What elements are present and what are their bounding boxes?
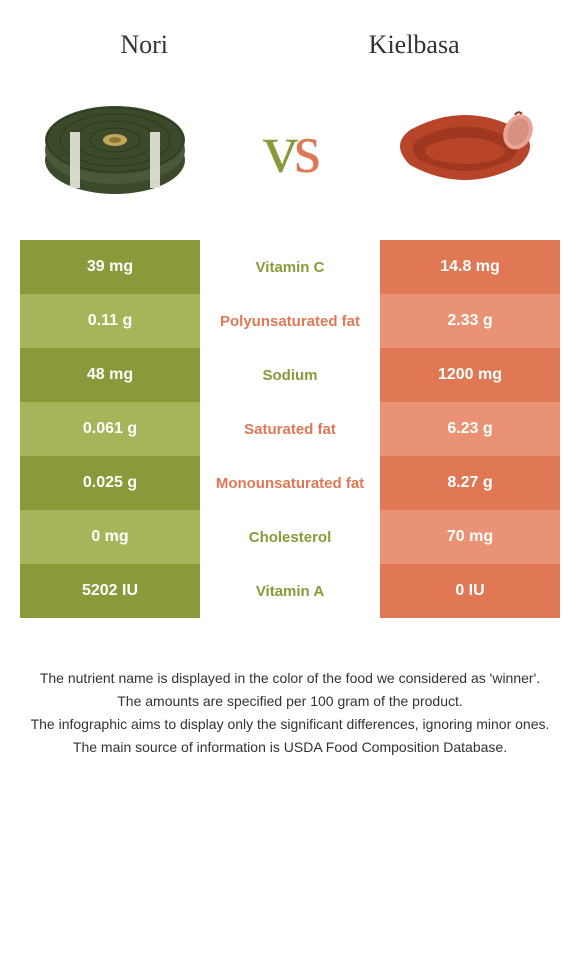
right-food-title: Kielbasa [369, 30, 460, 60]
left-value-cell: 0.061 g [20, 402, 200, 456]
left-value-cell: 48 mg [20, 348, 200, 402]
nutrient-name-cell: Saturated fat [200, 402, 380, 456]
kielbasa-image [380, 90, 550, 210]
right-value-cell: 8.27 g [380, 456, 560, 510]
nutrient-name-cell: Cholesterol [200, 510, 380, 564]
nutrient-name-cell: Vitamin C [200, 240, 380, 294]
right-value-cell: 0 IU [380, 564, 560, 618]
table-row: 0.11 gPolyunsaturated fat2.33 g [20, 294, 560, 348]
table-row: 48 mgSodium1200 mg [20, 348, 560, 402]
right-value-cell: 14.8 mg [380, 240, 560, 294]
nutrient-name-cell: Polyunsaturated fat [200, 294, 380, 348]
nori-image [30, 90, 200, 210]
left-value-cell: 5202 IU [20, 564, 200, 618]
nutrient-name-cell: Sodium [200, 348, 380, 402]
left-food-title: Nori [120, 30, 168, 60]
images-row: vs [0, 70, 580, 240]
left-value-cell: 0.11 g [20, 294, 200, 348]
table-row: 39 mgVitamin C14.8 mg [20, 240, 560, 294]
table-row: 0.061 gSaturated fat6.23 g [20, 402, 560, 456]
header-row: Nori Kielbasa [0, 0, 580, 70]
table-row: 5202 IUVitamin A0 IU [20, 564, 560, 618]
left-value-cell: 0 mg [20, 510, 200, 564]
comparison-table: 39 mgVitamin C14.8 mg0.11 gPolyunsaturat… [20, 240, 560, 618]
footer-line-2: The amounts are specified per 100 gram o… [20, 691, 560, 712]
footer-notes: The nutrient name is displayed in the co… [0, 618, 580, 758]
right-value-cell: 2.33 g [380, 294, 560, 348]
left-value-cell: 39 mg [20, 240, 200, 294]
table-row: 0 mgCholesterol70 mg [20, 510, 560, 564]
table-row: 0.025 gMonounsaturated fat8.27 g [20, 456, 560, 510]
vs-v-letter: v [263, 111, 294, 188]
left-value-cell: 0.025 g [20, 456, 200, 510]
footer-line-3: The infographic aims to display only the… [20, 714, 560, 735]
vs-label: vs [263, 110, 317, 190]
vs-s-letter: s [294, 111, 317, 188]
right-value-cell: 70 mg [380, 510, 560, 564]
right-value-cell: 6.23 g [380, 402, 560, 456]
footer-line-4: The main source of information is USDA F… [20, 737, 560, 758]
nutrient-name-cell: Monounsaturated fat [200, 456, 380, 510]
right-value-cell: 1200 mg [380, 348, 560, 402]
nutrient-name-cell: Vitamin A [200, 564, 380, 618]
footer-line-1: The nutrient name is displayed in the co… [20, 668, 560, 689]
